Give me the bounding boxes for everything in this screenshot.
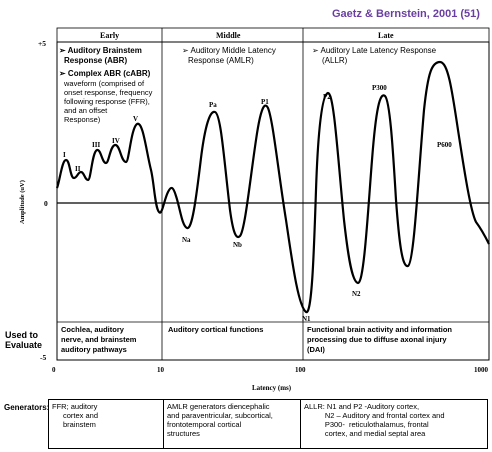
evaluate-line: Auditory cortical functions	[168, 325, 263, 334]
description-early-line: ➢ Complex ABR (cABR)	[59, 69, 151, 78]
x-axis: 0 10 100 1000 Latency (ms)	[52, 366, 489, 392]
peak-label-Na: Na	[182, 236, 191, 244]
description-early: ➢ Auditory Brainstem Response (ABR) ➢ Co…	[59, 46, 151, 78]
section-heading-late: Late	[378, 31, 394, 40]
peak-label-P600: P600	[437, 141, 452, 149]
peak-label-N1: N1	[302, 315, 311, 323]
description-early-line: Response (ABR)	[64, 56, 127, 65]
description-early-detail: waveform (comprised of onset response, f…	[63, 79, 153, 124]
peak-label-III: III	[92, 141, 100, 149]
generators-line: structures	[167, 429, 200, 438]
peak-label-P1: P1	[261, 98, 269, 106]
evaluate-line: Functional brain activity and informatio…	[307, 325, 452, 334]
generators-line: frontotemporal cortical	[167, 420, 242, 429]
x-tick-label: 1000	[474, 366, 489, 374]
generators-line: cortex, and medial septal area	[304, 429, 426, 438]
used-to-evaluate-line2: Evaluate	[5, 340, 43, 350]
evaluate-line: (DAI)	[307, 345, 325, 354]
description-early-line: following response (FFR),	[64, 97, 150, 106]
generators-line: ALLR: N1 and P2 -Auditory cortex,	[304, 402, 420, 411]
description-early-line: ➢ Auditory Brainstem	[59, 46, 142, 55]
peak-label-I: I	[63, 151, 66, 159]
used-to-evaluate-line1: Used to	[5, 330, 39, 340]
generators-line: brainstem	[63, 420, 96, 429]
peak-label-V: V	[133, 115, 138, 123]
x-tick-label: 10	[157, 366, 165, 374]
generators-row: FFR; auditory cortex and brainstem AMLR …	[48, 399, 488, 449]
peak-label-II: II	[75, 165, 81, 173]
y-tick-label: +5	[38, 39, 46, 48]
evaluate-cell-middle: Auditory cortical functions	[168, 325, 263, 334]
section-header-band	[56, 27, 490, 43]
peak-label-P2: P2	[323, 93, 331, 101]
generators-line: AMLR generators diencephalic	[167, 402, 270, 411]
evaluate-line: nerve, and brainstem	[61, 335, 137, 344]
peak-labels: I II III IV V Na Pa Nb P1 N1 P2 N2 P300 …	[63, 84, 452, 323]
peak-label-Pa: Pa	[209, 101, 217, 109]
citation: Gaetz & Bernstein, 2001 (51)	[332, 8, 480, 20]
generators-line: and paraventricular, subcortical,	[167, 411, 273, 420]
peak-label-Nb: Nb	[233, 241, 242, 249]
y-axis: +5 0 -5 Amplitude (uV)	[19, 39, 48, 362]
y-tick-label: 0	[44, 199, 48, 208]
description-late-line: ➢ Auditory Late Latency Response	[312, 46, 437, 55]
generators-cell-late: ALLR: N1 and P2 -Auditory cortex, N2 – A…	[300, 399, 488, 449]
generators-line: FFR; auditory	[52, 402, 98, 411]
plot-frame	[56, 41, 490, 361]
section-heading-middle: Middle	[216, 31, 241, 40]
x-tick-label: 100	[295, 366, 306, 374]
generators-line: N2 – Auditory and frontal cortex and	[304, 411, 445, 420]
generators-line: cortex and	[63, 411, 99, 420]
evaluate-cell-early: Cochlea, auditory nerve, and brainstem a…	[61, 325, 137, 354]
evaluate-line: processing due to diffuse axonal injury	[307, 335, 447, 344]
generators-cell-early: FFR; auditory cortex and brainstem	[48, 399, 164, 449]
x-axis-label: Latency (ms)	[252, 384, 292, 392]
y-axis-label: Amplitude (uV)	[19, 180, 26, 224]
evaluate-line: auditory pathways	[61, 345, 127, 354]
section-heading-early: Early	[100, 31, 119, 40]
description-early-line: onset response, frequency	[64, 88, 153, 97]
peak-label-P300: P300	[372, 84, 387, 92]
generators-line: P300- reticulothalamus, frontal	[304, 420, 429, 429]
description-middle-line: ➢ Auditory Middle Latency	[182, 46, 276, 55]
description-middle-line: Response (AMLR)	[188, 56, 254, 65]
description-early-line: and an offset	[64, 106, 108, 115]
description-middle: ➢ Auditory Middle Latency Response (AMLR…	[182, 46, 276, 65]
generators-cell-middle: AMLR generators diencephalic and paraven…	[163, 399, 301, 449]
description-early-line: waveform (comprised of	[63, 79, 145, 88]
description-late: ➢ Auditory Late Latency Response (ALLR)	[312, 46, 437, 65]
peak-label-N2: N2	[352, 290, 361, 298]
evaluate-line: Cochlea, auditory	[61, 325, 125, 334]
description-early-line: Response)	[64, 115, 101, 124]
evaluate-cell-late: Functional brain activity and informatio…	[307, 325, 452, 354]
evoked-potential-waveform	[55, 60, 490, 314]
generators-label: Generators:	[4, 403, 50, 412]
description-late-line: (ALLR)	[322, 56, 348, 65]
y-tick-label: -5	[40, 353, 46, 362]
used-to-evaluate-label: Used to Evaluate	[5, 330, 42, 350]
peak-label-IV: IV	[112, 137, 120, 145]
x-tick-label: 0	[52, 366, 56, 374]
